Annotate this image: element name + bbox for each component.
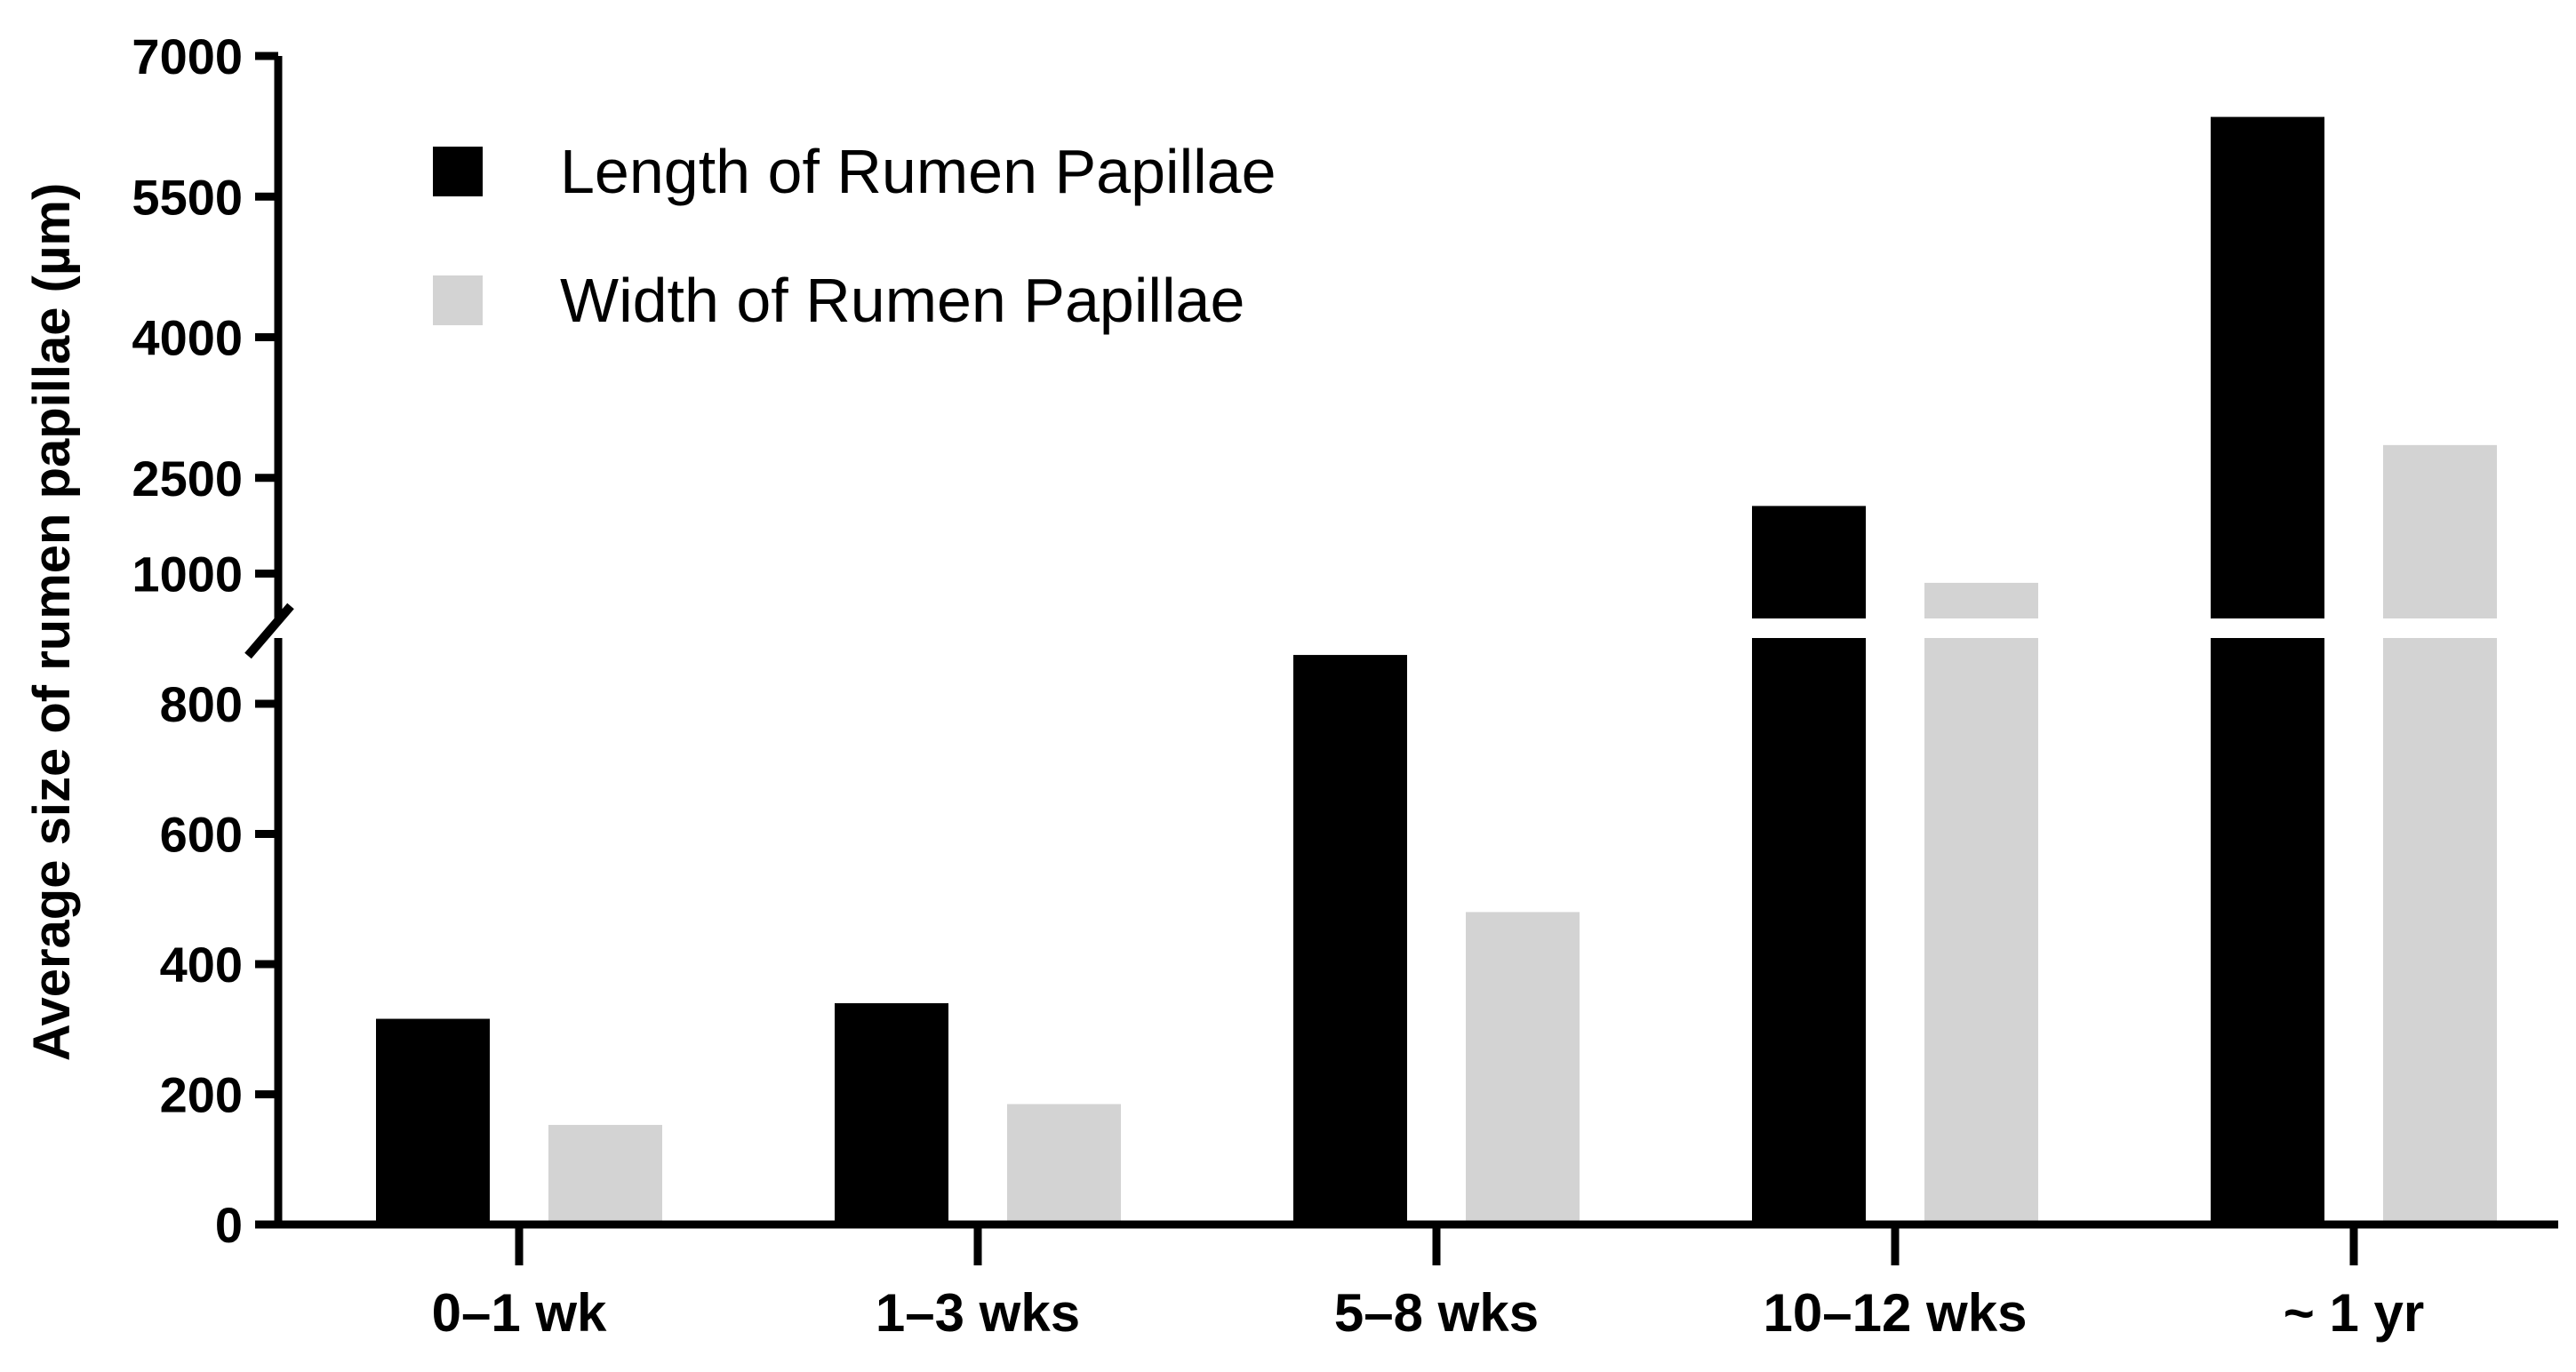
legend-swatch: [433, 275, 483, 325]
bar-width-0: [548, 1124, 662, 1224]
y-tick-label: 600: [160, 807, 243, 863]
bar-length-2: [1293, 655, 1407, 1224]
legend-label: Length of Rumen Papillae: [560, 137, 1276, 206]
legend-swatch: [433, 147, 483, 196]
bar-width-2: [1466, 912, 1580, 1224]
bar-length-1: [835, 1002, 948, 1224]
y-tick-label: 4000: [132, 310, 243, 366]
legend: Length of Rumen Papillae Width of Rumen P…: [433, 137, 1276, 335]
y-tick-label: 800: [160, 676, 243, 732]
x-category-label: ~ 1 yr: [2284, 1283, 2424, 1343]
y-axis-label: Average size of rumen papillae (µm): [23, 183, 81, 1062]
y-tick-label: 7000: [132, 28, 243, 84]
y-tick-label: 400: [160, 937, 243, 993]
axis-break-mark: [244, 602, 294, 659]
x-category-label: 10–12 wks: [1764, 1283, 2028, 1343]
bar-length-3: [1752, 506, 1866, 1224]
y-tick-label: 1000: [132, 546, 243, 602]
axis-break-gap: [284, 618, 2564, 638]
bar-length-4: [2211, 116, 2324, 1225]
y-ticks: 0 200 400 600 800 1000 2500 4000 5500 7000: [132, 28, 278, 1253]
legend-label: Width of Rumen Papillae: [560, 266, 1244, 335]
y-tick-label: 200: [160, 1067, 243, 1123]
y-tick-label: 5500: [132, 169, 243, 225]
x-category-label: 1–3 wks: [876, 1283, 1080, 1343]
bar-width-3: [1924, 582, 2038, 1224]
x-categories: 0–1 wk 1–3 wks 5–8 wks 10–12 wks ~ 1 yr: [432, 1224, 2424, 1343]
bar-length-0: [376, 1018, 490, 1224]
bars-layer: [284, 116, 2564, 1225]
y-tick-label: 0: [215, 1197, 243, 1253]
x-category-label: 0–1 wk: [432, 1283, 607, 1343]
y-tick-label: 2500: [132, 451, 243, 507]
bar-width-4: [2383, 444, 2497, 1224]
x-category-label: 5–8 wks: [1334, 1283, 1539, 1343]
bar-width-1: [1007, 1104, 1121, 1224]
